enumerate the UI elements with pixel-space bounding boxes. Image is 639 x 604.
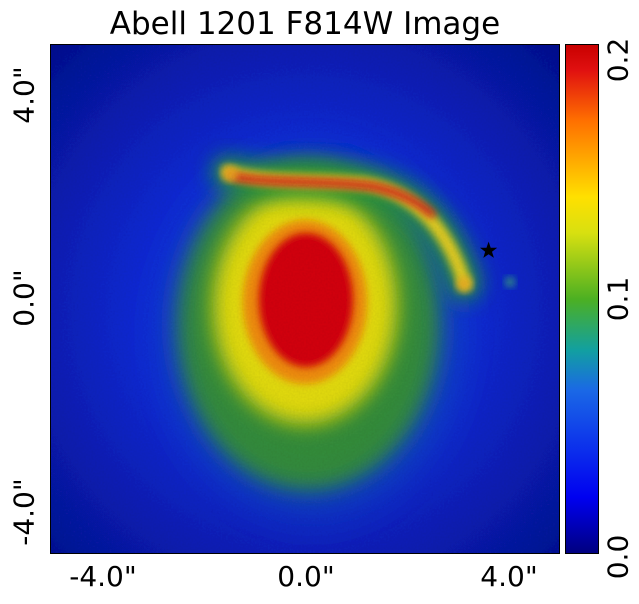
colorbar-tick-label: 0.0 bbox=[601, 534, 635, 580]
faint-source bbox=[505, 277, 515, 287]
colorbar-tick-label: 0.1 bbox=[601, 276, 635, 322]
arc-left-knot bbox=[223, 167, 237, 181]
chart-title: Abell 1201 F814W Image bbox=[109, 6, 501, 42]
lens-galaxy-core bbox=[259, 233, 353, 367]
arc-bright-segment bbox=[231, 173, 436, 218]
x-tick-label: -4.0" bbox=[69, 560, 137, 593]
arc-right-knot bbox=[457, 277, 471, 291]
image-frame bbox=[50, 44, 560, 554]
x-tick-label: 4.0" bbox=[480, 560, 538, 593]
lens-image bbox=[50, 44, 560, 554]
y-tick-label: 4.0" bbox=[7, 66, 41, 124]
image-panel bbox=[50, 44, 560, 554]
y-tick-label: -4.0" bbox=[7, 478, 41, 546]
y-tick-label: 0.0" bbox=[7, 269, 41, 327]
colorbar-scale bbox=[565, 44, 599, 554]
star-marker-icon bbox=[480, 241, 498, 258]
colorbar-tick-label: 0.2 bbox=[601, 37, 635, 83]
colorbar bbox=[565, 44, 599, 554]
x-tick-label: 0.0" bbox=[277, 560, 335, 593]
